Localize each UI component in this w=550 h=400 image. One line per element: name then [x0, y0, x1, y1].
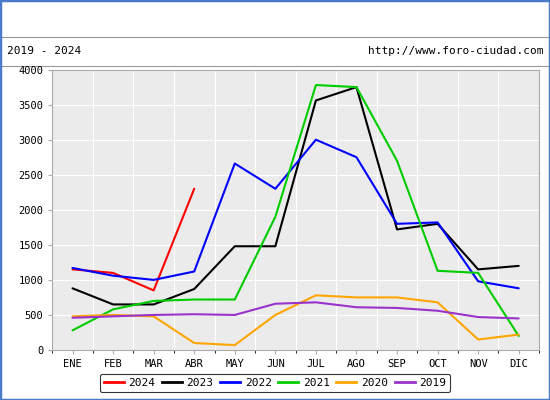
2021 — [353, 85, 360, 90]
2019 — [434, 308, 441, 313]
2023 — [272, 244, 279, 249]
2023 — [515, 264, 522, 268]
2019 — [110, 314, 117, 319]
2020 — [110, 312, 117, 317]
2023 — [191, 287, 197, 292]
2023 — [150, 302, 157, 307]
2021 — [232, 297, 238, 302]
Text: Evolucion Nº Turistas Nacionales en el municipio de Muñopedro: Evolucion Nº Turistas Nacionales en el m… — [63, 12, 487, 25]
2022 — [272, 186, 279, 191]
2023 — [475, 267, 481, 272]
2020 — [515, 332, 522, 337]
2020 — [191, 340, 197, 345]
2023 — [232, 244, 238, 249]
2023 — [394, 227, 400, 232]
2024 — [191, 186, 197, 191]
2021 — [191, 297, 197, 302]
Text: 2019 - 2024: 2019 - 2024 — [7, 46, 81, 56]
2019 — [312, 300, 319, 305]
2019 — [353, 305, 360, 310]
2021 — [515, 334, 522, 338]
2019 — [69, 315, 76, 320]
2024 — [110, 270, 117, 275]
2021 — [475, 270, 481, 275]
2021 — [150, 298, 157, 303]
Legend: 2024, 2023, 2022, 2021, 2020, 2019: 2024, 2023, 2022, 2021, 2020, 2019 — [100, 374, 450, 392]
2020 — [312, 293, 319, 298]
2019 — [475, 315, 481, 320]
2022 — [353, 155, 360, 160]
2020 — [232, 343, 238, 348]
2019 — [394, 306, 400, 310]
2022 — [312, 137, 319, 142]
2022 — [150, 278, 157, 282]
2022 — [475, 279, 481, 284]
Line: 2021: 2021 — [73, 85, 519, 336]
2020 — [394, 295, 400, 300]
2022 — [515, 286, 522, 291]
2019 — [150, 312, 157, 317]
2024 — [150, 288, 157, 293]
Text: http://www.foro-ciudad.com: http://www.foro-ciudad.com — [368, 46, 543, 56]
2022 — [232, 161, 238, 166]
2022 — [394, 222, 400, 226]
2021 — [394, 158, 400, 163]
2021 — [110, 307, 117, 312]
2021 — [312, 83, 319, 88]
2020 — [434, 300, 441, 305]
2020 — [69, 314, 76, 319]
2023 — [312, 98, 319, 103]
2020 — [272, 312, 279, 317]
2021 — [434, 268, 441, 273]
2023 — [353, 85, 360, 90]
2020 — [353, 295, 360, 300]
2023 — [110, 302, 117, 307]
2021 — [69, 328, 76, 333]
2022 — [191, 269, 197, 274]
2023 — [434, 222, 441, 226]
2020 — [475, 337, 481, 342]
Line: 2019: 2019 — [73, 302, 519, 318]
2020 — [150, 314, 157, 319]
Line: 2023: 2023 — [73, 87, 519, 304]
2021 — [272, 214, 279, 219]
2022 — [69, 266, 76, 270]
2022 — [434, 220, 441, 225]
2019 — [515, 316, 522, 321]
2024 — [69, 267, 76, 272]
Line: 2022: 2022 — [73, 140, 519, 288]
2019 — [191, 312, 197, 317]
2022 — [110, 273, 117, 278]
2019 — [272, 301, 279, 306]
2023 — [69, 286, 76, 291]
2019 — [232, 312, 238, 317]
Line: 2020: 2020 — [73, 295, 519, 345]
Line: 2024: 2024 — [73, 189, 194, 290]
